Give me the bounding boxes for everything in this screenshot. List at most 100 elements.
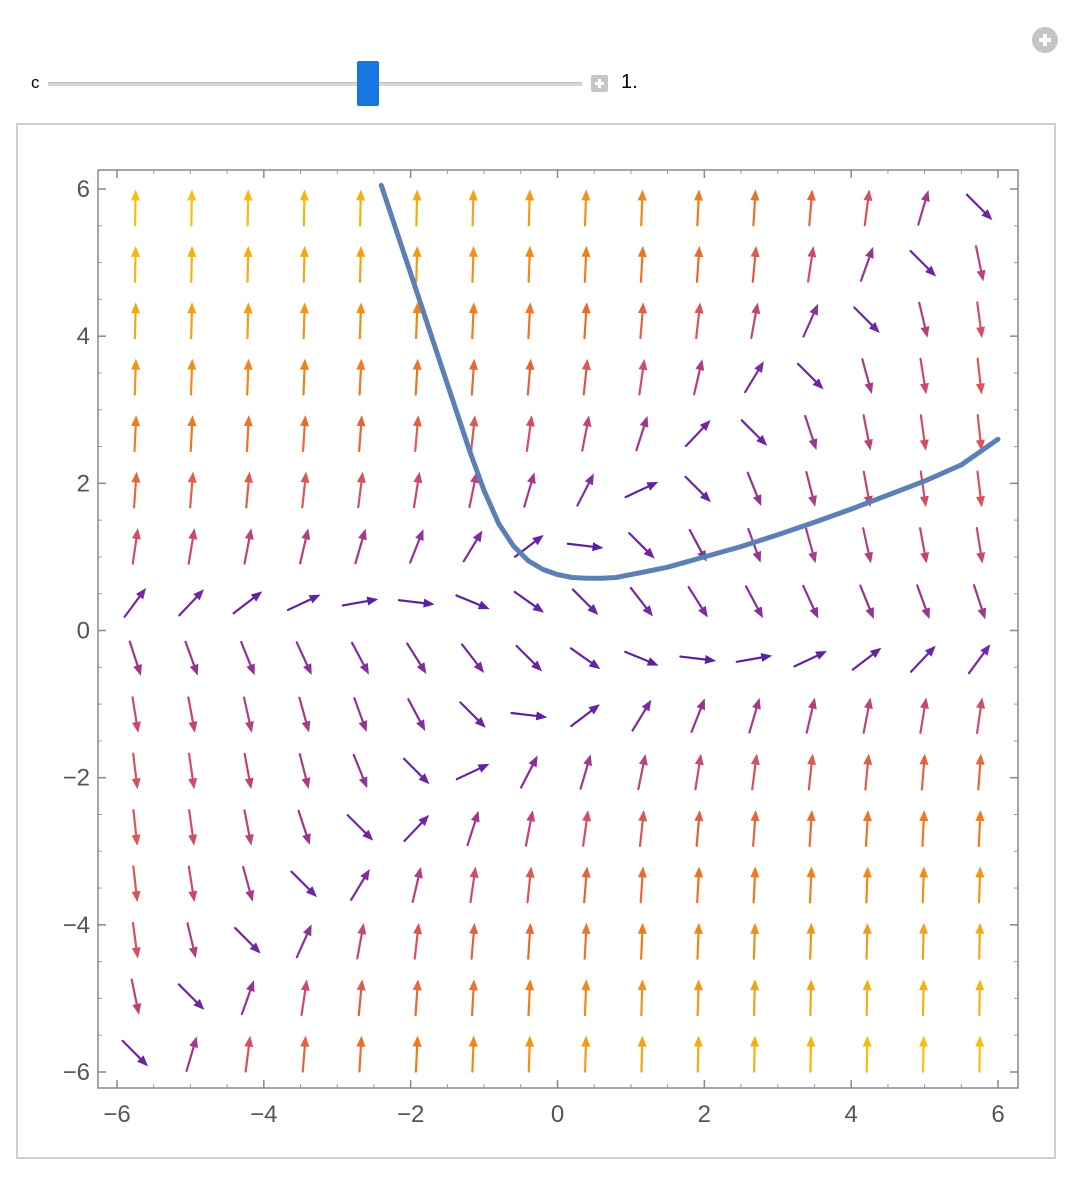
parameter-slider-thumb[interactable] <box>357 61 380 106</box>
x-tick-label: 2 <box>698 1101 711 1128</box>
y-tick-label: −4 <box>63 912 90 939</box>
field-arrow <box>356 979 366 1017</box>
field-arrow <box>806 809 816 848</box>
field-arrow <box>187 865 198 903</box>
parameter-slider-track[interactable] <box>48 82 582 86</box>
field-arrow <box>515 644 543 672</box>
field-arrow <box>566 542 604 552</box>
field-arrow <box>862 697 873 734</box>
field-arrow <box>975 979 985 1017</box>
axis-tick-labels: −6 −4 −2 0 2 4 6 −6 −4 −2 0 2 4 6 <box>63 176 1005 1128</box>
field-arrow <box>524 810 536 847</box>
field-arrow <box>750 302 761 340</box>
field-arrow <box>412 302 422 340</box>
field-arrow <box>975 809 985 848</box>
field-arrow <box>525 189 535 227</box>
x-tick-label: −4 <box>250 1101 277 1128</box>
field-arrow <box>581 979 591 1017</box>
expand-controls-icon[interactable] <box>591 75 608 92</box>
field-arrow <box>576 473 594 507</box>
field-arrow <box>187 415 197 453</box>
field-arrow <box>290 870 317 898</box>
field-arrow <box>525 922 535 960</box>
field-arrow <box>804 527 817 564</box>
field-arrow <box>909 645 936 673</box>
field-arrow <box>297 809 311 846</box>
field-arrow <box>909 249 937 277</box>
field-arrow <box>130 189 140 227</box>
field-arrow <box>694 810 704 847</box>
field-arrow <box>184 640 199 676</box>
field-arrow <box>851 647 882 671</box>
field-arrow <box>356 471 366 509</box>
field-arrow <box>581 245 591 283</box>
field-arrow <box>240 640 255 676</box>
field-arrow <box>916 584 930 620</box>
field-arrow <box>919 697 929 734</box>
field-arrow <box>635 415 649 452</box>
field-arrow <box>178 589 205 617</box>
field-arrow <box>525 1035 535 1073</box>
field-arrow <box>346 814 374 841</box>
field-arrow <box>243 245 253 283</box>
field-arrow <box>128 640 142 676</box>
field-arrow <box>919 979 929 1017</box>
field-arrow <box>693 979 703 1017</box>
field-arrow <box>805 697 817 734</box>
field-arrow <box>131 696 141 733</box>
field-arrow <box>919 809 929 848</box>
field-arrow <box>187 471 197 509</box>
field-arrow <box>299 245 309 283</box>
field-arrow <box>684 475 711 503</box>
field-arrow <box>862 414 873 451</box>
field-arrow <box>859 584 874 619</box>
field-arrow <box>806 979 816 1017</box>
field-arrow <box>637 1035 647 1073</box>
field-arrow <box>975 1035 985 1073</box>
field-arrow <box>679 655 717 664</box>
field-arrow <box>918 527 930 564</box>
field-arrow <box>131 471 141 509</box>
field-arrow <box>131 865 141 903</box>
field-arrow <box>750 809 760 847</box>
field-arrow <box>972 584 987 620</box>
y-tick-label: 2 <box>77 470 90 497</box>
field-arrow <box>802 303 819 338</box>
field-arrow <box>694 866 704 904</box>
field-arrow <box>350 641 369 675</box>
field-arrow <box>525 866 535 904</box>
field-arrow <box>406 642 427 674</box>
field-arrow <box>804 414 818 451</box>
field-arrow <box>748 697 761 734</box>
field-arrow <box>637 753 648 791</box>
field-arrow <box>735 653 773 663</box>
field-arrow <box>513 590 545 613</box>
field-arrow <box>525 358 535 396</box>
field-arrow <box>750 979 760 1017</box>
field-arrow <box>740 419 768 446</box>
vector-field-arrows <box>121 189 993 1073</box>
field-arrow <box>459 701 486 728</box>
field-arrow <box>806 922 816 960</box>
field-arrow <box>861 358 874 394</box>
field-arrow <box>187 528 198 565</box>
field-arrow <box>796 362 824 390</box>
field-arrow <box>919 753 929 791</box>
field-arrow <box>300 471 310 509</box>
field-arrow <box>455 594 490 610</box>
field-arrow <box>525 415 535 452</box>
field-arrow <box>412 358 422 396</box>
field-arrow <box>510 711 548 721</box>
field-arrow <box>976 301 986 339</box>
field-arrow <box>638 810 648 847</box>
y-tick-label: 4 <box>77 323 90 350</box>
field-arrow <box>409 529 424 564</box>
field-arrow <box>295 924 312 959</box>
field-arrow <box>581 189 591 227</box>
field-arrow <box>187 696 198 733</box>
field-arrow <box>353 697 368 733</box>
add-icon[interactable] <box>1032 27 1058 53</box>
field-arrow <box>862 809 872 848</box>
field-arrow <box>637 245 647 283</box>
field-arrow <box>746 471 762 507</box>
